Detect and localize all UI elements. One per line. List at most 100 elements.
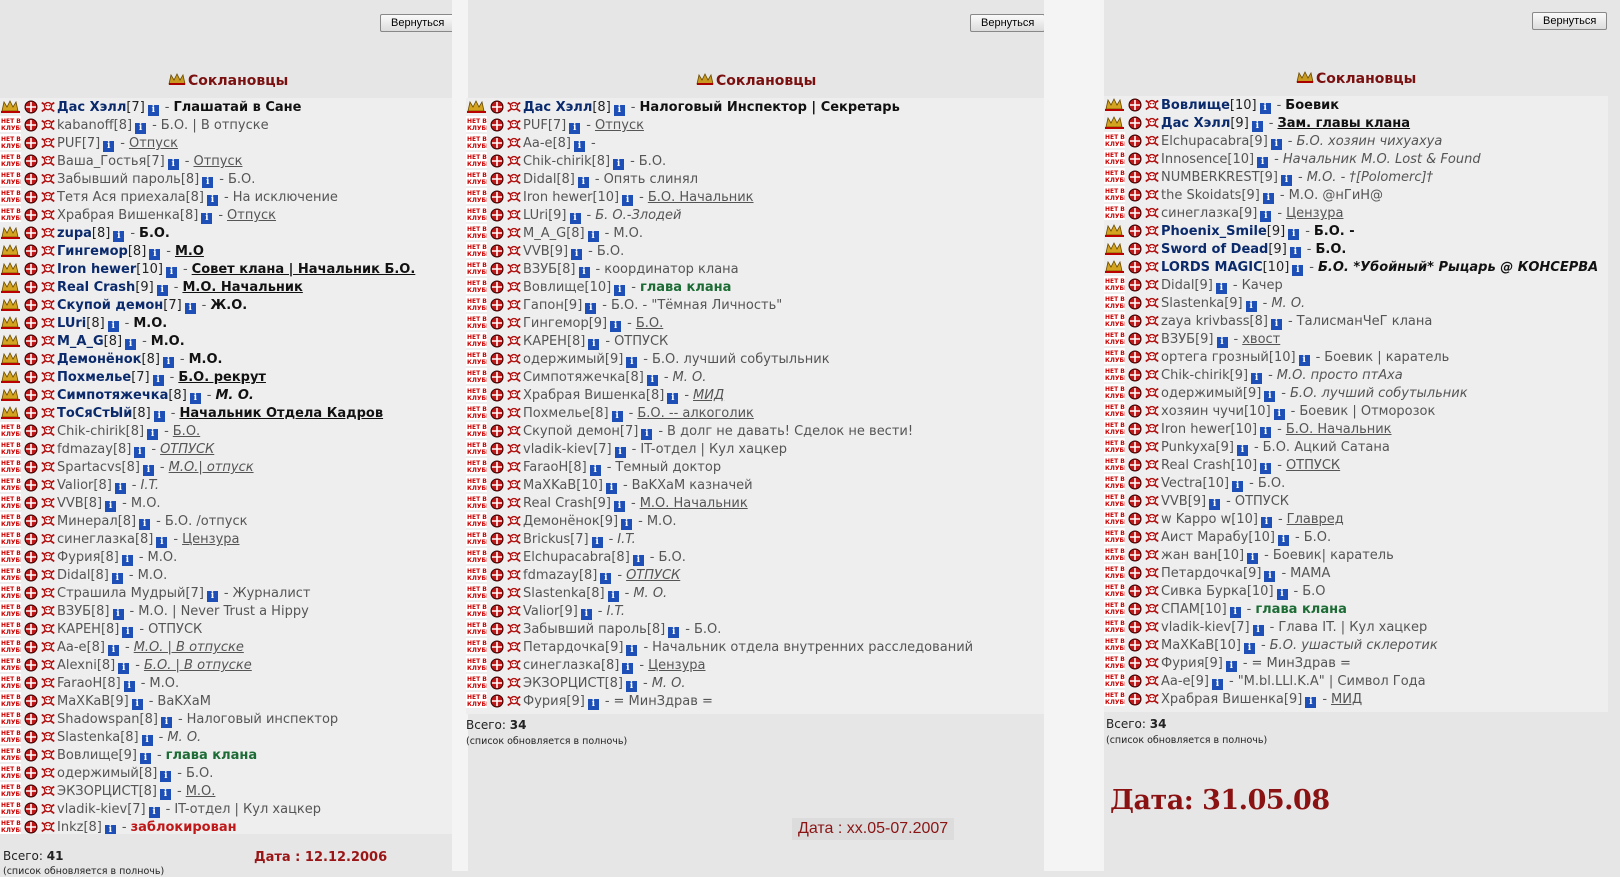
member-name-link[interactable]: Real Crash bbox=[1161, 458, 1231, 473]
info-icon[interactable]: i bbox=[1211, 679, 1223, 690]
member-name-link[interactable]: Фурия bbox=[523, 694, 567, 709]
info-icon[interactable]: i bbox=[156, 537, 168, 548]
member-name-link[interactable]: синеглазка bbox=[523, 658, 601, 673]
member-name-link[interactable]: Aa-e bbox=[57, 640, 87, 655]
member-name-link[interactable]: Didal bbox=[57, 568, 91, 583]
member-name-link[interactable]: w Kappo w bbox=[1161, 512, 1232, 527]
member-name-link[interactable]: Innosence bbox=[1161, 152, 1228, 167]
member-name-link[interactable]: ВЗУБ bbox=[523, 262, 558, 277]
info-icon[interactable]: i bbox=[587, 699, 599, 710]
info-icon[interactable]: i bbox=[591, 537, 603, 548]
member-name-link[interactable]: синеглазка bbox=[1161, 206, 1239, 221]
info-icon[interactable]: i bbox=[610, 321, 622, 332]
member-name-link[interactable]: Inkz bbox=[57, 820, 84, 834]
info-icon[interactable]: i bbox=[621, 519, 633, 530]
member-name-link[interactable]: Тетя Ася приехала bbox=[57, 190, 186, 205]
member-name-link[interactable]: Храбрая Вишенка bbox=[57, 208, 180, 223]
info-icon[interactable]: i bbox=[605, 483, 617, 494]
member-name-link[interactable]: ТоСяСтЫй bbox=[57, 406, 133, 421]
member-name-link[interactable]: КАРЕН bbox=[523, 334, 567, 349]
info-icon[interactable]: i bbox=[125, 339, 137, 350]
info-icon[interactable]: i bbox=[160, 771, 172, 782]
member-name-link[interactable]: Slastenka bbox=[1161, 296, 1225, 311]
info-icon[interactable]: i bbox=[607, 591, 619, 602]
member-name-link[interactable]: M_A_G bbox=[523, 226, 567, 241]
info-icon[interactable]: i bbox=[1243, 643, 1255, 654]
member-name-link[interactable]: Chik-chirik bbox=[57, 424, 126, 439]
member-name-link[interactable]: Гапон bbox=[523, 298, 564, 313]
member-name-link[interactable]: Вовлище bbox=[523, 280, 585, 295]
info-icon[interactable]: i bbox=[1270, 319, 1282, 330]
info-icon[interactable]: i bbox=[1276, 589, 1288, 600]
info-icon[interactable]: i bbox=[585, 303, 597, 314]
info-icon[interactable]: i bbox=[1262, 193, 1274, 204]
info-icon[interactable]: i bbox=[147, 105, 159, 116]
member-name-link[interactable]: Храбрая Вишенка bbox=[523, 388, 646, 403]
member-name-link[interactable]: одержимый bbox=[57, 766, 139, 781]
info-icon[interactable]: i bbox=[1215, 283, 1227, 294]
member-name-link[interactable]: Slastenka bbox=[57, 730, 121, 745]
member-name-link[interactable]: Похмелье bbox=[523, 406, 591, 421]
info-icon[interactable]: i bbox=[569, 213, 581, 224]
member-name-link[interactable]: vladik-kiev bbox=[1161, 620, 1232, 635]
info-icon[interactable]: i bbox=[613, 501, 625, 512]
info-icon[interactable]: i bbox=[626, 357, 638, 368]
info-icon[interactable]: i bbox=[149, 249, 161, 260]
member-name-link[interactable]: Elchupacabra bbox=[1161, 134, 1250, 149]
info-icon[interactable]: i bbox=[626, 645, 638, 656]
info-icon[interactable]: i bbox=[107, 321, 119, 332]
info-icon[interactable]: i bbox=[1216, 337, 1228, 348]
info-icon[interactable]: i bbox=[167, 159, 179, 170]
info-icon[interactable]: i bbox=[1288, 229, 1300, 240]
info-icon[interactable]: i bbox=[105, 501, 117, 512]
member-name-link[interactable]: ВЗУБ bbox=[57, 604, 92, 619]
member-name-link[interactable]: fdmazay bbox=[57, 442, 113, 457]
member-name-link[interactable]: ВЗУБ bbox=[1161, 332, 1196, 347]
member-name-link[interactable]: Фурия bbox=[57, 550, 101, 565]
info-icon[interactable]: i bbox=[573, 141, 585, 152]
member-name-link[interactable]: fdmazay bbox=[523, 568, 579, 583]
info-icon[interactable]: i bbox=[207, 195, 219, 206]
info-icon[interactable]: i bbox=[1247, 553, 1259, 564]
member-name-link[interactable]: Вовлище bbox=[1161, 98, 1230, 113]
info-icon[interactable]: i bbox=[600, 573, 612, 584]
info-icon[interactable]: i bbox=[1270, 139, 1282, 150]
member-name-link[interactable]: Elchupacabra bbox=[523, 550, 612, 565]
back-button[interactable]: Вернуться bbox=[1532, 12, 1608, 30]
member-name-link[interactable]: Скупой демон bbox=[57, 298, 164, 313]
member-name-link[interactable]: Демонёнок bbox=[523, 514, 600, 529]
member-name-link[interactable]: Iron hewer bbox=[57, 262, 137, 277]
member-name-link[interactable]: Гингемор bbox=[523, 316, 589, 331]
info-icon[interactable]: i bbox=[1251, 121, 1263, 132]
member-name-link[interactable]: Петардочка bbox=[1161, 566, 1244, 581]
member-name-link[interactable]: PUF bbox=[523, 118, 548, 133]
member-name-link[interactable]: Забывший пароль bbox=[57, 172, 181, 187]
member-name-link[interactable]: Симпотяжечка bbox=[523, 370, 626, 385]
member-name-link[interactable]: PUF bbox=[57, 136, 82, 151]
info-icon[interactable]: i bbox=[1298, 355, 1310, 366]
member-name-link[interactable]: Скупой демон bbox=[523, 424, 620, 439]
info-icon[interactable]: i bbox=[160, 717, 172, 728]
info-icon[interactable]: i bbox=[1251, 373, 1263, 384]
member-name-link[interactable]: Сивка Бурка bbox=[1161, 584, 1247, 599]
member-name-link[interactable]: Spartacvs bbox=[57, 460, 122, 475]
info-icon[interactable]: i bbox=[202, 177, 214, 188]
member-name-link[interactable]: Минерал bbox=[57, 514, 118, 529]
info-icon[interactable]: i bbox=[614, 447, 626, 458]
info-icon[interactable]: i bbox=[1259, 103, 1271, 114]
member-name-link[interactable]: одержимый bbox=[1161, 386, 1243, 401]
member-name-link[interactable]: Phoenix_Smile bbox=[1161, 224, 1267, 239]
member-name-link[interactable]: Didal bbox=[1161, 278, 1195, 293]
member-name-link[interactable]: хозяин чучи bbox=[1161, 404, 1244, 419]
info-icon[interactable]: i bbox=[580, 609, 592, 620]
info-icon[interactable]: i bbox=[1245, 301, 1257, 312]
info-icon[interactable]: i bbox=[153, 411, 165, 422]
member-name-link[interactable]: Shadowspan bbox=[57, 712, 140, 727]
info-icon[interactable]: i bbox=[577, 177, 589, 188]
info-icon[interactable]: i bbox=[588, 339, 600, 350]
member-name-link[interactable]: Страшила Мудрый bbox=[57, 586, 186, 601]
member-name-link[interactable]: LUri bbox=[57, 316, 87, 331]
info-icon[interactable]: i bbox=[165, 267, 177, 278]
member-name-link[interactable]: Valior bbox=[523, 604, 560, 619]
member-name-link[interactable]: Chik-chirik bbox=[1161, 368, 1230, 383]
